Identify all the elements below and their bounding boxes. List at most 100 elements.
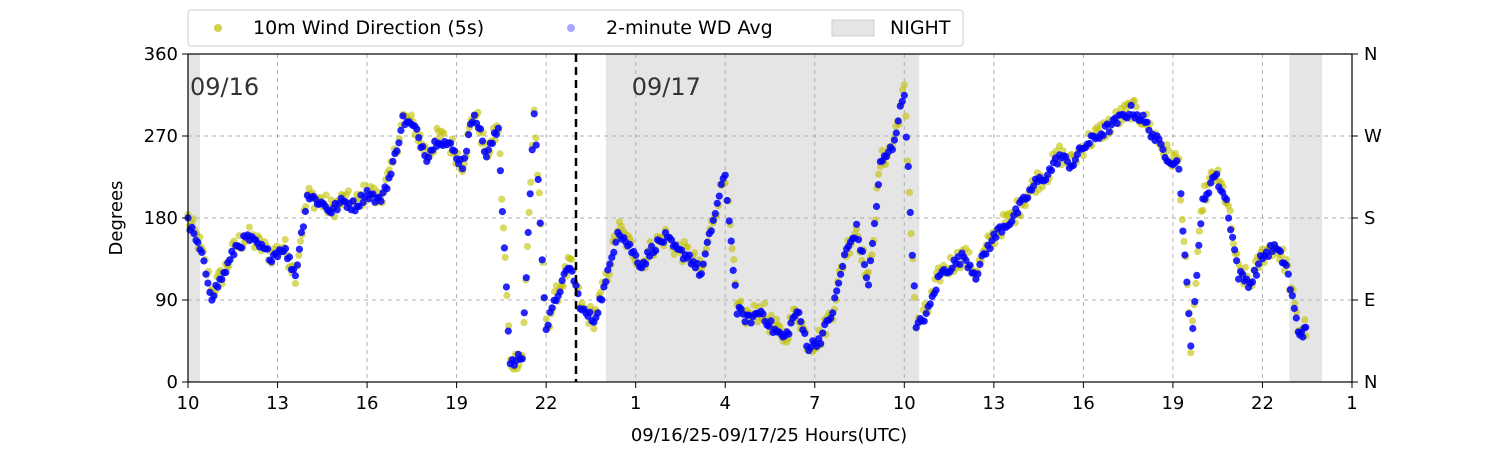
data-point (767, 311, 775, 319)
data-point (556, 288, 564, 296)
data-point (530, 110, 538, 118)
data-point (1229, 233, 1237, 241)
data-point (523, 242, 532, 251)
data-point (702, 245, 711, 253)
data-point (1286, 286, 1294, 294)
data-point (721, 171, 729, 179)
data-point (505, 322, 513, 330)
data-point (1187, 349, 1195, 357)
data-point (522, 274, 530, 282)
data-point (1159, 145, 1167, 154)
day-label-layer: 09/16 09/17 (190, 73, 701, 101)
data-point (699, 260, 707, 268)
data-point (1199, 206, 1207, 214)
data-point (544, 321, 552, 329)
data-point (494, 124, 502, 132)
data-point (1248, 278, 1257, 286)
x-axis-title: 09/16/25-09/17/25 Hours(UTC) (631, 425, 907, 446)
data-point (962, 256, 970, 264)
data-point (872, 202, 881, 211)
data-point (1079, 151, 1087, 160)
data-point (299, 223, 307, 231)
data-point (285, 253, 294, 261)
data-point (598, 296, 606, 304)
data-point (759, 310, 767, 318)
x-tick-label: 19 (445, 393, 468, 414)
data-point (701, 250, 709, 258)
data-point (1288, 292, 1296, 300)
data-point (1177, 190, 1185, 198)
data-point (501, 253, 509, 261)
data-point (597, 288, 605, 296)
data-point (610, 248, 618, 256)
data-point (498, 208, 506, 216)
data-point (801, 329, 809, 337)
data-point (854, 236, 863, 244)
data-point (1239, 270, 1247, 278)
data-point (965, 248, 973, 256)
data-point (905, 188, 914, 196)
x-tick-label: 1 (1346, 393, 1357, 414)
data-point (898, 97, 906, 105)
y-tick-label: 270 (144, 126, 178, 147)
data-point (540, 294, 548, 302)
data-point (713, 199, 721, 207)
data-point (198, 248, 206, 256)
data-point (906, 208, 914, 217)
data-point (835, 279, 843, 287)
data-point (868, 251, 876, 259)
data-point (413, 125, 421, 133)
data-point (1292, 314, 1300, 322)
data-point (731, 281, 739, 289)
data-point (419, 143, 427, 151)
data-point (659, 238, 668, 246)
data-point (894, 117, 902, 125)
data-point (226, 256, 234, 264)
data-point (841, 251, 849, 259)
data-point (1133, 111, 1141, 119)
data-point (520, 309, 528, 317)
data-point (1193, 271, 1201, 279)
x-tick-label: 10 (893, 393, 916, 414)
data-point (344, 187, 352, 195)
data-point (693, 260, 702, 268)
y-tick-label: 360 (144, 44, 178, 65)
x-tick-label: 22 (535, 393, 558, 414)
data-point (1177, 196, 1185, 204)
data-point (532, 141, 540, 149)
data-point (520, 318, 528, 327)
legend-label: NIGHT (890, 17, 951, 39)
data-point (377, 197, 385, 205)
data-point (729, 266, 737, 274)
data-point (900, 91, 908, 99)
right-tick-label: E (1364, 290, 1375, 311)
data-point (1276, 247, 1284, 255)
data-point (1282, 261, 1290, 269)
data-point (536, 219, 544, 227)
data-point (697, 270, 706, 278)
data-point (902, 133, 910, 141)
data-point (875, 170, 883, 178)
data-point (301, 207, 309, 216)
data-point (1189, 324, 1197, 333)
data-point (504, 327, 512, 335)
data-point (1178, 216, 1186, 224)
x-tick-label: 10 (177, 393, 200, 414)
data-point (1227, 226, 1235, 234)
data-point (245, 223, 253, 231)
data-point (817, 340, 825, 348)
data-point (297, 228, 305, 237)
x-tick-label: 4 (720, 393, 731, 414)
data-point (892, 129, 900, 137)
x-tick-label: 13 (982, 393, 1005, 414)
data-point (498, 195, 506, 203)
data-point (711, 210, 719, 218)
data-point (1047, 166, 1056, 174)
y-axis-title: Degrees (106, 181, 127, 256)
legend-label: 10m Wind Direction (5s) (253, 17, 484, 39)
data-point (709, 216, 717, 224)
data-point (1008, 217, 1016, 225)
data-point (1205, 189, 1213, 197)
data-point (349, 197, 357, 205)
data-point (518, 355, 526, 363)
